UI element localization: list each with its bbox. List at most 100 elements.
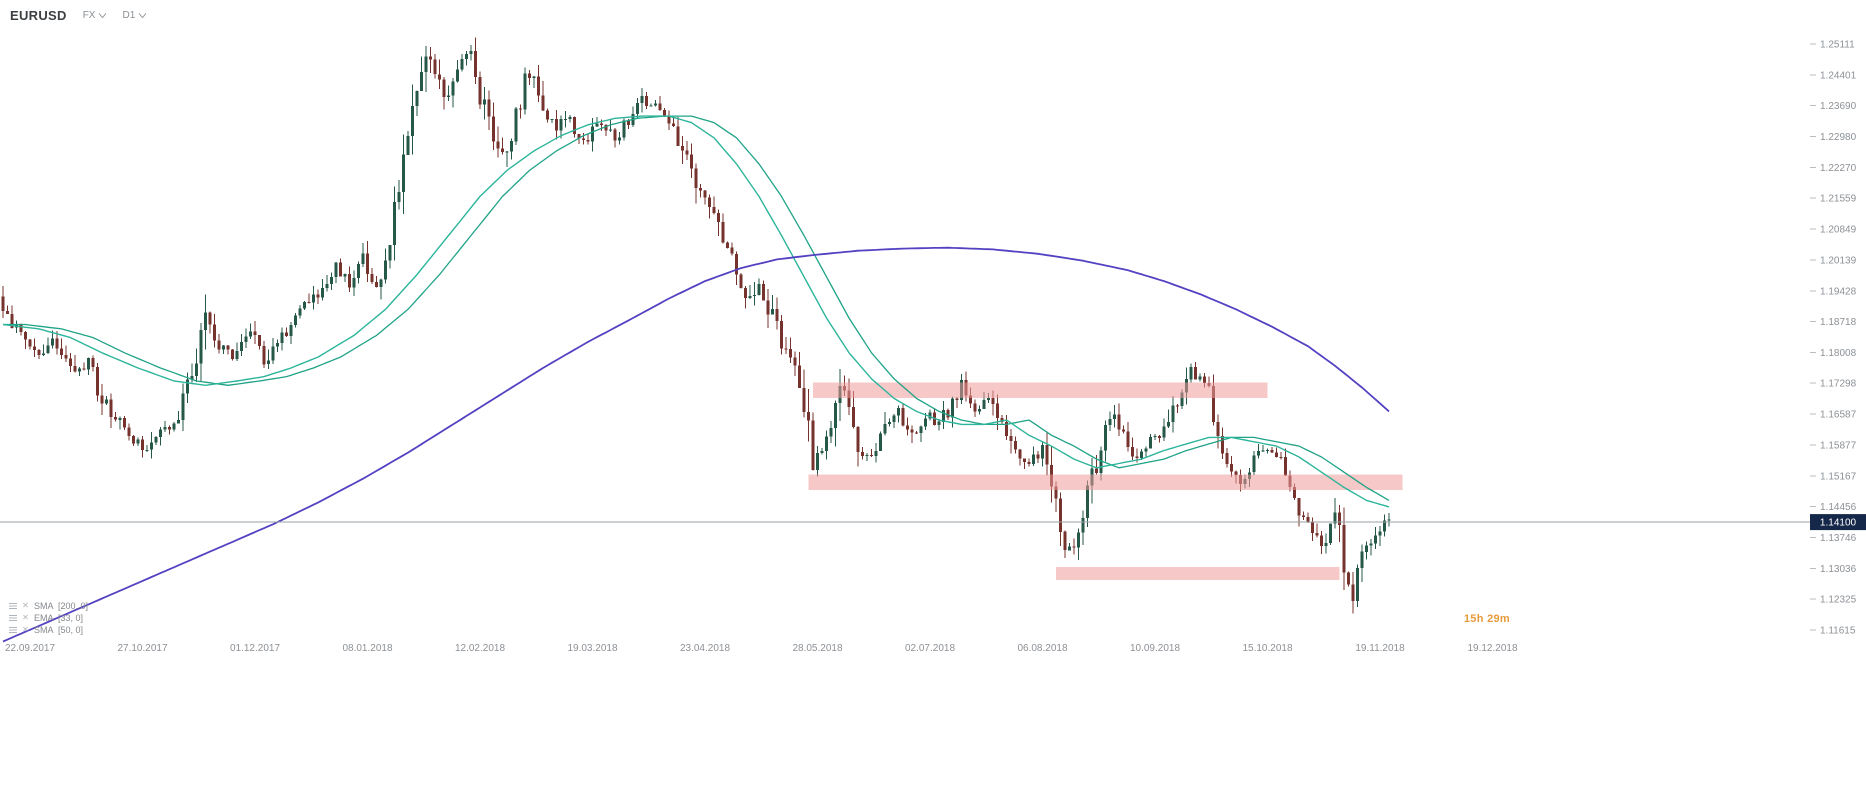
price-axis[interactable]: 1.25111 1.24401 1.23690 1.22980 1.22270 1.215… (1810, 40, 1857, 637)
candle-body (1302, 515, 1305, 517)
candle-body (334, 262, 338, 278)
candle-body (393, 202, 396, 246)
date-tick-label: 19.03.2018 (567, 643, 617, 654)
support-resistance-zone[interactable] (813, 382, 1268, 398)
price-tick-label: 1.15167 (1820, 471, 1857, 482)
candle-body (474, 50, 477, 77)
indicator-remove-icon[interactable]: ✕ (22, 624, 29, 634)
candle-body (1086, 485, 1089, 518)
candle-body (982, 400, 986, 409)
candle-body (190, 376, 194, 380)
candle-body (303, 301, 306, 309)
candle-body (1216, 421, 1220, 436)
candle-body (726, 242, 729, 248)
candle-body (78, 368, 81, 372)
candle-body (1068, 546, 1071, 551)
candle-body (703, 190, 707, 198)
candle-body (438, 74, 441, 80)
candle-body (235, 351, 239, 359)
price-tick-label: 1.16587 (1820, 410, 1857, 421)
candle-body (388, 245, 392, 261)
indicator-settings-icon[interactable] (8, 625, 17, 634)
sma-50-line (3, 115, 1390, 501)
candle-body (267, 360, 270, 365)
candle-body (699, 188, 702, 191)
candle-body (1063, 531, 1067, 551)
candle-body (1167, 422, 1170, 427)
candle-body (1144, 448, 1148, 452)
candle-body (847, 390, 851, 407)
candle-body (42, 353, 45, 355)
time-axis[interactable]: 22.09.2017 27.10.2017 01.12.2017 08.01.2018… (5, 643, 1518, 654)
candle-body (19, 324, 23, 332)
candle-body (820, 450, 824, 454)
candle-body (123, 417, 126, 428)
candle-body (82, 368, 86, 370)
market-dropdown-label: FX (82, 10, 96, 21)
candle-body (1338, 512, 1341, 525)
candle-body (298, 308, 302, 316)
indicator-settings-icon[interactable] (8, 613, 17, 622)
candle-body (429, 56, 432, 60)
candle-body (132, 435, 135, 444)
candle-body (199, 330, 203, 364)
candle-body (1356, 568, 1359, 601)
indicator-settings-icon[interactable] (8, 601, 17, 610)
price-tick-label: 1.25111 (1820, 40, 1855, 51)
candle-body (1005, 422, 1008, 436)
candle-body (1257, 451, 1260, 456)
candle-body (37, 349, 41, 355)
price-tick-label: 1.20139 (1820, 255, 1857, 266)
legend-item-ema33: ✕ EMA [33, 0] (8, 612, 88, 623)
indicator-label: SMA [50, 0] (34, 624, 84, 635)
candle-body (1383, 520, 1386, 532)
candle-body (1000, 418, 1004, 423)
candle-body (802, 387, 806, 412)
candle-body (852, 407, 855, 427)
candle-close-countdown: 15h 29m (1463, 613, 1510, 625)
sma-200-line (2, 246, 1390, 643)
indicator-label: EMA [33, 0] (34, 612, 84, 623)
candle-body (712, 207, 716, 213)
candle-body (1131, 447, 1134, 457)
candle-body (1266, 450, 1269, 451)
candle-body (109, 399, 113, 417)
candle-body (915, 432, 918, 434)
candle-body (1275, 452, 1278, 457)
candle-body (343, 273, 347, 277)
symbol-label[interactable]: EURUSD (10, 8, 67, 23)
candle-body (969, 395, 972, 404)
candle-body (379, 279, 383, 287)
candle-body (897, 407, 900, 416)
price-tick-label: 1.18718 (1820, 317, 1857, 328)
chart-header: EURUSD FX D1 (10, 8, 147, 23)
timeframe-dropdown[interactable]: D1 (122, 10, 147, 21)
candle-body (1261, 450, 1265, 452)
candle-body (1311, 521, 1314, 534)
candle-body (91, 357, 95, 368)
candle-body (105, 399, 108, 404)
price-tick-label: 1.14456 (1820, 502, 1857, 513)
indicator-remove-icon[interactable]: ✕ (22, 600, 29, 610)
candle-body (114, 417, 117, 420)
candle-body (217, 340, 221, 350)
candle-body (510, 141, 513, 152)
candle-body (568, 116, 572, 119)
candle-body (424, 56, 428, 72)
candle-body (870, 454, 873, 456)
candle-body (1072, 546, 1076, 548)
supply-demand-zones (808, 382, 1403, 580)
market-dropdown[interactable]: FX (83, 10, 107, 21)
support-resistance-zone[interactable] (1056, 566, 1340, 580)
indicator-remove-icon[interactable]: ✕ (22, 612, 29, 622)
candle-body (1342, 524, 1346, 573)
support-resistance-zone[interactable] (808, 474, 1403, 490)
candle-body (1212, 385, 1215, 422)
candle-body (775, 309, 779, 321)
candle-body (793, 357, 797, 366)
candle-body (505, 151, 509, 153)
candle-body (195, 363, 198, 377)
price-tick-label: 1.13036 (1820, 564, 1857, 575)
candle-body (145, 449, 149, 451)
